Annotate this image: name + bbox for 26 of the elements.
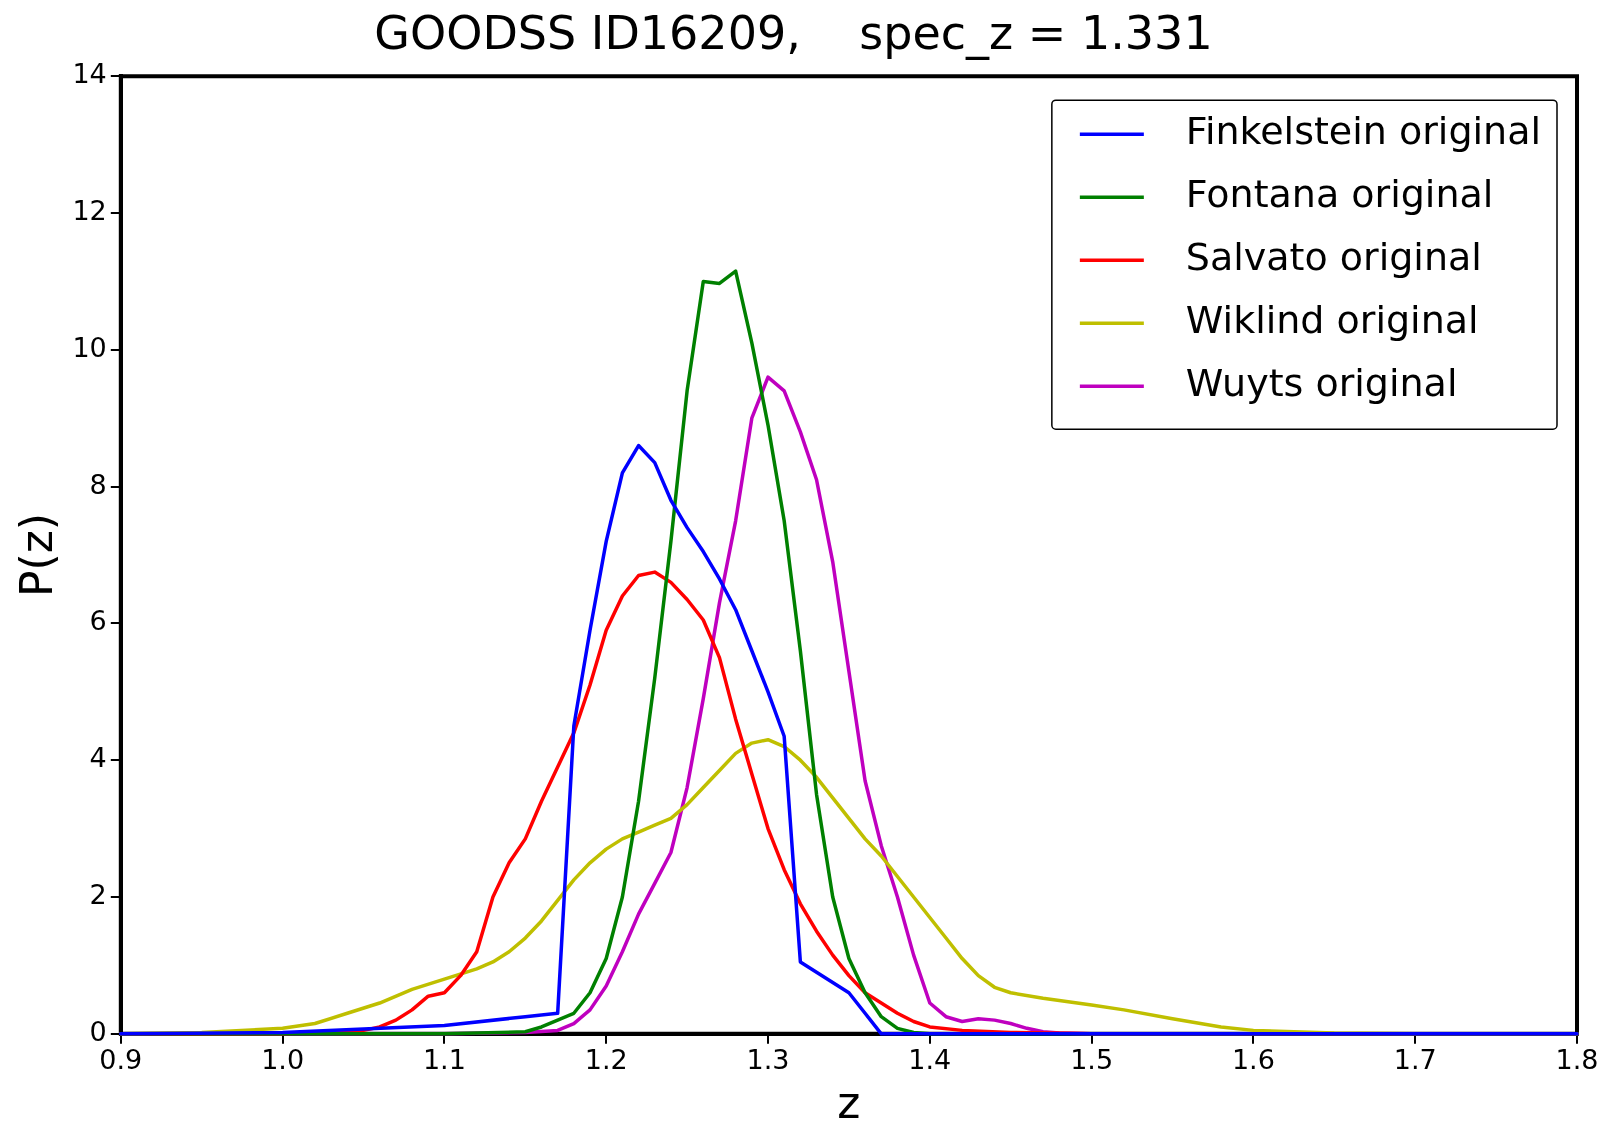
y-tick-label: 14 <box>72 58 107 90</box>
legend-label: Wuyts original <box>1185 361 1458 406</box>
y-tick-label: 6 <box>89 605 107 637</box>
legend-label: Salvato original <box>1185 235 1482 280</box>
x-tick-label: 1.4 <box>908 1044 952 1076</box>
x-tick-label: 1.2 <box>584 1044 628 1076</box>
y-tick-label: 12 <box>72 195 107 227</box>
y-axis-title: P(z) <box>10 513 62 597</box>
y-tick-label: 4 <box>89 742 107 774</box>
legend-label: Fontana original <box>1185 172 1494 217</box>
x-tick-label: 1.5 <box>1070 1044 1114 1076</box>
x-tick-label: 1.0 <box>261 1044 305 1076</box>
y-tick-label: 2 <box>89 879 107 911</box>
x-tick-label: 1.7 <box>1393 1044 1437 1076</box>
legend-label: Wiklind original <box>1185 298 1479 343</box>
y-tick-label: 8 <box>89 468 107 500</box>
y-tick-label: 10 <box>72 331 107 363</box>
legend-label: Finkelstein original <box>1185 109 1541 154</box>
chart-title: GOODSS ID16209, spec_z = 1.331 <box>374 5 1213 60</box>
x-tick-label: 1.1 <box>422 1044 466 1076</box>
y-tick-label: 0 <box>89 1015 107 1047</box>
x-axis-title: z <box>837 1077 861 1129</box>
x-tick-label: 1.6 <box>1231 1044 1275 1076</box>
x-tick-label: 0.9 <box>99 1044 143 1076</box>
x-tick-label: 1.8 <box>1555 1044 1599 1076</box>
x-tick-label: 1.3 <box>746 1044 790 1076</box>
